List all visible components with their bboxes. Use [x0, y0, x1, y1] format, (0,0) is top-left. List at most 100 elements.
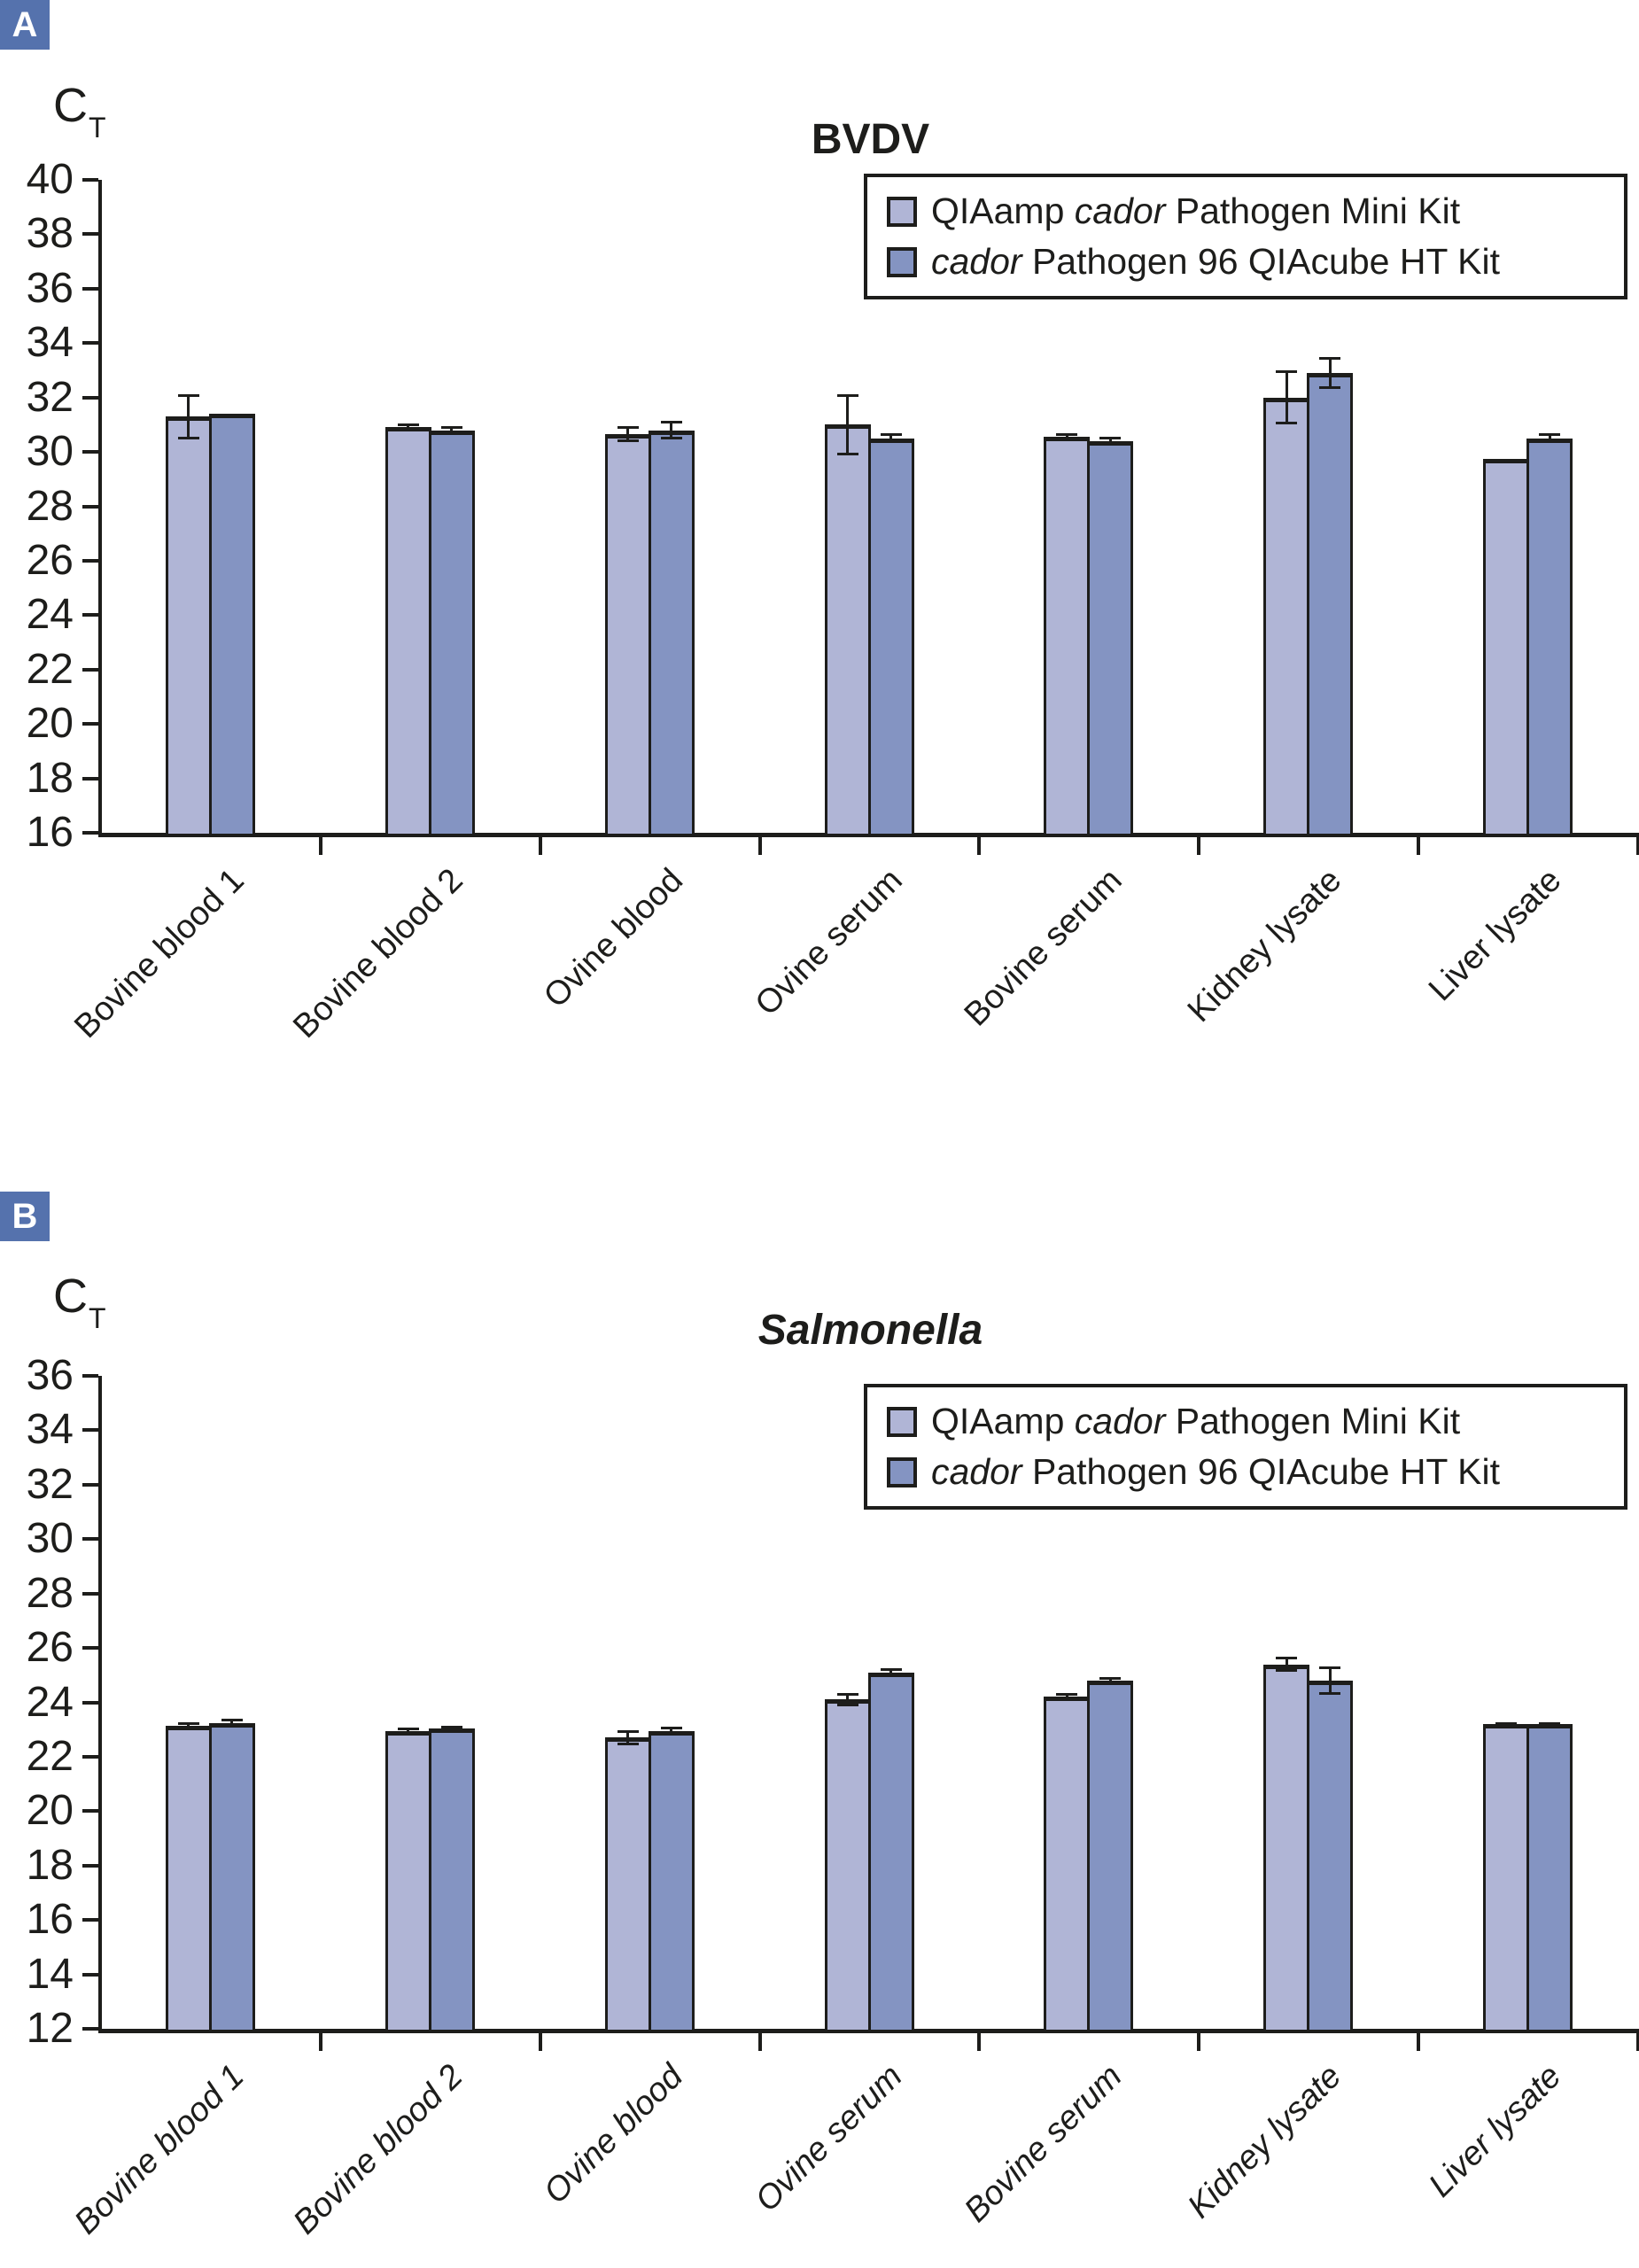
error-bar-b-s1-5	[1065, 1693, 1068, 1701]
y-tick-label-a-20: 20	[26, 700, 74, 748]
error-cap-top-a-s1-2	[397, 423, 419, 427]
bar-a-series1-2	[385, 427, 431, 836]
error-bar-b-s2-1	[230, 1719, 234, 1727]
error-bar-a-s1-6	[1285, 371, 1288, 423]
x-tick-b-7	[1636, 2033, 1639, 2051]
x-tick-a-4	[977, 837, 982, 855]
x-category-label-a-2: Bovine blood 2	[286, 861, 471, 1046]
y-tick-a-30	[82, 450, 98, 454]
bar-a-series1-3	[604, 434, 651, 836]
x-tick-a-7	[1636, 837, 1639, 855]
y-tick-label-a-38: 38	[26, 210, 74, 258]
panel-a-badge: A	[0, 0, 50, 50]
error-bar-a-s2-2	[450, 427, 454, 433]
y-tick-label-b-30: 30	[26, 1515, 74, 1563]
y-tick-label-b-16: 16	[26, 1896, 74, 1944]
error-cap-bottom-b-s2-7	[1539, 1723, 1561, 1727]
error-bar-b-s1-2	[407, 1728, 410, 1734]
error-cap-bottom-a-s2-5	[1099, 442, 1122, 446]
error-cap-bottom-a-s2-2	[440, 431, 462, 434]
x-tick-b-3	[757, 2033, 762, 2051]
y-axis-title-b: CT	[53, 1270, 106, 1334]
panel-a-letter: A	[12, 4, 38, 44]
error-cap-top-b-s2-7	[1539, 1721, 1561, 1725]
error-cap-top-b-s1-2	[397, 1728, 419, 1731]
y-tick-label-b-24: 24	[26, 1678, 74, 1726]
legend-label: cador Pathogen 96 QIAcube HT Kit	[931, 1451, 1500, 1493]
x-tick-a-3	[757, 837, 762, 855]
legend-swatch-series-1	[887, 1406, 917, 1437]
bar-a-series2-6	[1307, 373, 1354, 836]
y-tick-label-a-16: 16	[26, 809, 74, 856]
x-category-label-a-5: Bovine serum	[957, 861, 1130, 1034]
y-tick-label-b-32: 32	[26, 1460, 74, 1508]
legend-entry-2: cador Pathogen 96 QIAcube HT Kit	[887, 242, 1615, 282]
error-cap-bottom-a-s1-4	[836, 453, 858, 456]
error-cap-bottom-b-s2-2	[440, 1728, 462, 1731]
y-tick-label-b-22: 22	[26, 1732, 74, 1780]
error-bar-b-s2-3	[670, 1728, 673, 1735]
bar-a-series2-2	[428, 430, 475, 836]
legend-label: QIAamp cador Pathogen Mini Kit	[931, 190, 1461, 231]
error-cap-bottom-a-s1-1	[177, 436, 199, 439]
error-bar-b-s1-6	[1285, 1657, 1288, 1672]
y-axis-line-b	[98, 1376, 102, 2033]
error-cap-bottom-b-s1-7	[1495, 1723, 1518, 1727]
bar-a-series2-7	[1526, 438, 1573, 836]
error-cap-top-b-s2-1	[221, 1718, 243, 1721]
y-tick-b-20	[82, 1809, 98, 1814]
y-tick-a-32	[82, 395, 98, 400]
y-tick-label-b-12: 12	[26, 2005, 74, 2052]
legend-swatch-series-1	[887, 196, 917, 227]
x-tick-b-1	[318, 2033, 322, 2051]
y-tick-label-a-22: 22	[26, 645, 74, 693]
y-tick-a-28	[82, 504, 98, 509]
error-cap-top-a-s2-3	[660, 421, 682, 424]
error-cap-bottom-a-s1-3	[617, 439, 639, 442]
bar-a-series1-5	[1044, 437, 1091, 836]
y-tick-a-16	[82, 831, 98, 835]
error-bar-b-s1-1	[187, 1722, 190, 1728]
bar-b-series1-6	[1263, 1664, 1310, 2032]
error-cap-top-a-s2-2	[440, 426, 462, 430]
error-bar-b-s2-5	[1108, 1677, 1112, 1683]
error-cap-top-b-s2-6	[1319, 1666, 1341, 1669]
y-tick-a-38	[82, 232, 98, 237]
x-tick-a-2	[538, 837, 542, 855]
y-tick-b-18	[82, 1863, 98, 1868]
error-cap-top-a-s1-6	[1276, 370, 1298, 374]
y-tick-a-22	[82, 667, 98, 672]
y-tick-b-30	[82, 1537, 98, 1542]
y-tick-label-a-30: 30	[26, 428, 74, 476]
error-bar-a-s2-3	[670, 422, 673, 439]
y-tick-a-40	[82, 178, 98, 182]
y-tick-a-18	[82, 776, 98, 781]
y-tick-label-b-20: 20	[26, 1787, 74, 1835]
legend-swatch-series-2	[887, 246, 917, 277]
bar-a-series1-4	[824, 424, 871, 836]
bar-a-series2-3	[648, 430, 695, 836]
error-cap-top-a-s1-3	[617, 426, 639, 430]
error-cap-bottom-a-s2-4	[880, 440, 902, 444]
error-cap-bottom-a-s1-5	[1056, 438, 1078, 441]
error-cap-bottom-b-s1-4	[836, 1703, 858, 1706]
error-cap-bottom-a-s2-7	[1539, 440, 1561, 444]
bar-b-series1-5	[1044, 1697, 1091, 2032]
y-tick-b-22	[82, 1754, 98, 1759]
y-tick-label-a-18: 18	[26, 754, 74, 802]
y-tick-label-b-14: 14	[26, 1950, 74, 1998]
bar-a-series2-4	[867, 438, 914, 836]
panel-b-badge: B	[0, 1192, 50, 1241]
bar-b-series2-1	[208, 1722, 255, 2032]
error-cap-top-b-s1-6	[1276, 1656, 1298, 1659]
error-cap-top-b-s2-4	[880, 1668, 902, 1672]
error-cap-top-b-s1-3	[617, 1729, 639, 1733]
legend-b: QIAamp cador Pathogen Mini Kit cador Path…	[864, 1384, 1627, 1511]
error-cap-top-b-s2-2	[440, 1726, 462, 1729]
error-cap-bottom-b-s2-1	[221, 1724, 243, 1728]
y-tick-label-a-36: 36	[26, 264, 74, 312]
bar-b-series1-7	[1483, 1724, 1530, 2032]
y-tick-a-24	[82, 613, 98, 617]
bar-a-series1-1	[165, 416, 212, 836]
bar-b-series1-3	[604, 1737, 651, 2032]
